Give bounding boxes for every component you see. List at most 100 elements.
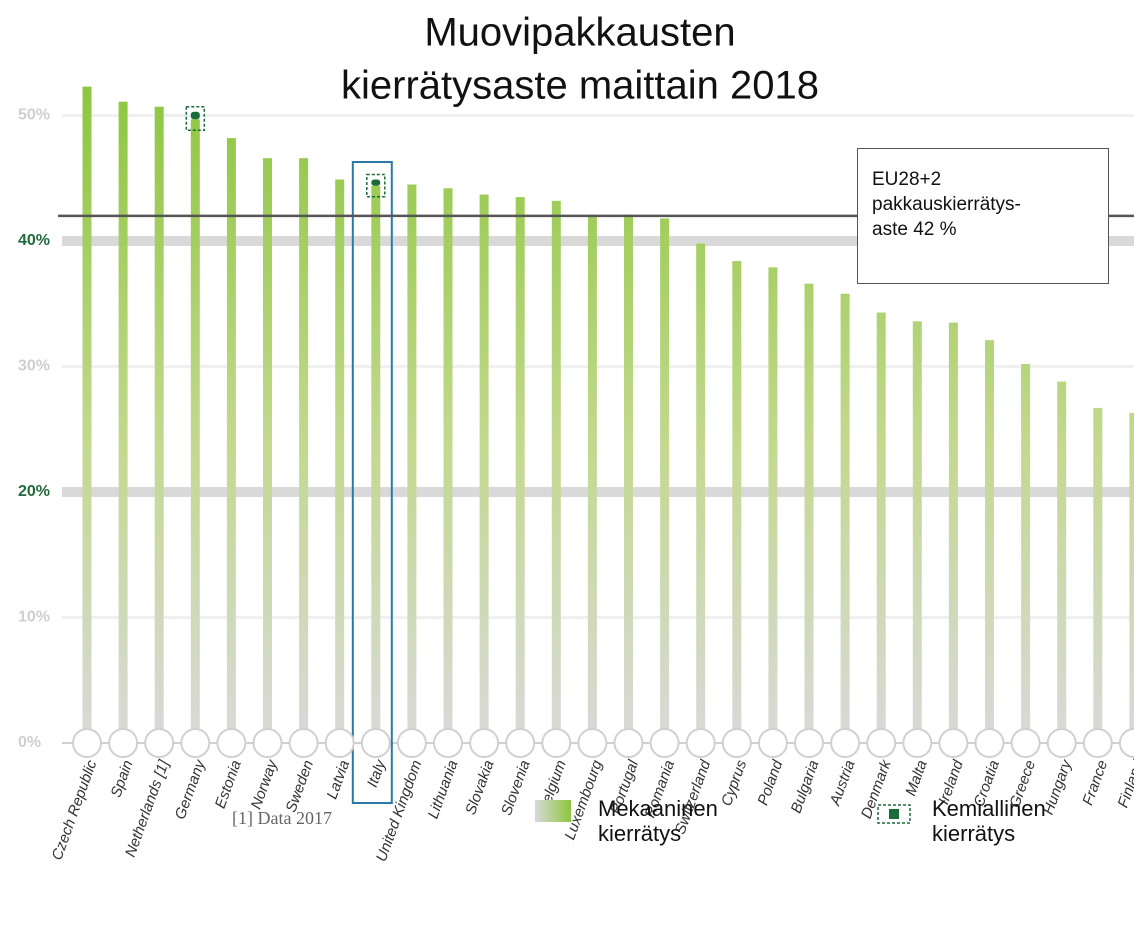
bar: [407, 184, 417, 743]
category-marker: [360, 728, 391, 758]
bar: [371, 185, 381, 743]
category-marker: [649, 728, 680, 758]
category-marker: [685, 728, 716, 758]
legend-swatch: [889, 809, 899, 819]
bar: [1021, 363, 1031, 743]
category-marker: [902, 728, 933, 758]
bar: [551, 200, 561, 744]
y-tick-label: 50%: [18, 107, 50, 124]
legend-label: Kemiallinen kierrätys: [932, 796, 1046, 846]
bar: [335, 179, 345, 743]
x-tick-label: Slovenia: [498, 758, 534, 818]
x-tick-label: Finland: [1115, 757, 1134, 810]
legend-swatch: [535, 800, 571, 822]
x-tick-label: Italy: [364, 757, 390, 790]
x-tick-label: Czech Republic: [49, 757, 101, 862]
bar: [985, 340, 994, 743]
chemical-box: [185, 105, 206, 132]
y-tick-label: 30%: [18, 358, 50, 375]
x-tick-label: Estonia: [212, 758, 245, 811]
bar: [1057, 381, 1067, 743]
x-tick-label: Austria: [826, 758, 858, 809]
category-marker: [1118, 728, 1134, 758]
bar: [299, 158, 309, 744]
x-tick-label: Germany: [172, 757, 210, 822]
category-marker: [541, 728, 572, 758]
category-marker: [866, 728, 897, 758]
category-marker: [613, 728, 644, 758]
bar: [948, 322, 958, 743]
bar: [768, 267, 778, 743]
category-marker: [938, 728, 969, 758]
chart-title: kierrätysaste maittain 2018: [341, 64, 819, 108]
chart-title: Muovipakkausten: [424, 11, 735, 55]
x-tick-label: Lithuania: [425, 758, 462, 821]
bar: [840, 293, 850, 743]
bar: [263, 158, 272, 744]
bar: [515, 197, 525, 743]
legend-swatch: [877, 804, 911, 824]
bar: [479, 194, 489, 743]
category-marker: [1046, 728, 1077, 758]
category-marker: [974, 728, 1005, 758]
bar: [912, 321, 922, 743]
x-tick-label: France: [1079, 758, 1111, 808]
bar: [118, 101, 128, 743]
x-tick-label: Slovakia: [462, 758, 497, 817]
bar: [696, 243, 706, 743]
category-marker: [721, 728, 752, 758]
category-marker: [757, 728, 788, 758]
category-marker: [1082, 728, 1113, 758]
category-marker: [216, 728, 247, 758]
x-tick-label: Sweden: [283, 758, 318, 815]
category-marker: [469, 728, 500, 758]
category-marker: [180, 728, 211, 758]
legend-label: Mekaaninen kierrätys: [598, 796, 718, 846]
bar: [190, 119, 200, 743]
category-marker: [577, 728, 608, 758]
category-marker: [505, 728, 536, 758]
bar: [226, 138, 236, 744]
annotation-line: EU28+2: [872, 169, 942, 190]
bar-segment: [190, 111, 200, 120]
annotation-line: aste 42 %: [872, 219, 957, 240]
category-marker: [396, 728, 427, 758]
x-tick-label: Norway: [248, 757, 282, 812]
bar: [1093, 407, 1103, 743]
x-tick-label: Latvia: [324, 758, 354, 801]
y-tick-label: 40%: [18, 232, 50, 249]
bar: [1129, 412, 1134, 743]
bar: [732, 261, 742, 743]
x-tick-label: Bulgaria: [788, 758, 823, 816]
bar: [443, 188, 453, 744]
category-marker: [144, 728, 175, 758]
x-tick-label: Spain: [107, 758, 136, 800]
x-tick-label: Malta: [902, 758, 931, 798]
bar: [82, 86, 92, 743]
bar: [154, 106, 164, 744]
category-marker: [433, 728, 463, 758]
category-marker: [830, 728, 861, 758]
category-marker: [252, 728, 283, 758]
annotation-line: pakkauskierrätys-: [872, 194, 1021, 215]
y-tick-label: 20%: [18, 483, 50, 500]
y-tick-label: 0%: [18, 734, 41, 751]
bar: [587, 214, 597, 743]
category-marker: [794, 728, 824, 758]
bar: [624, 214, 633, 743]
footnote: [1] Data 2017: [232, 808, 332, 828]
bar: [804, 283, 814, 743]
category-marker: [108, 728, 139, 758]
bar-segment: [371, 179, 381, 186]
annotation: EU28+2 pakkauskierrätys- aste 42 %: [857, 148, 1109, 284]
category-marker: [1010, 728, 1041, 758]
category-marker: [324, 728, 355, 758]
highlight-box: [351, 161, 393, 804]
y-tick-label: 10%: [18, 609, 50, 626]
category-marker: [72, 728, 102, 758]
bar: [660, 218, 670, 743]
category-marker: [288, 728, 319, 758]
bar: [876, 312, 886, 743]
